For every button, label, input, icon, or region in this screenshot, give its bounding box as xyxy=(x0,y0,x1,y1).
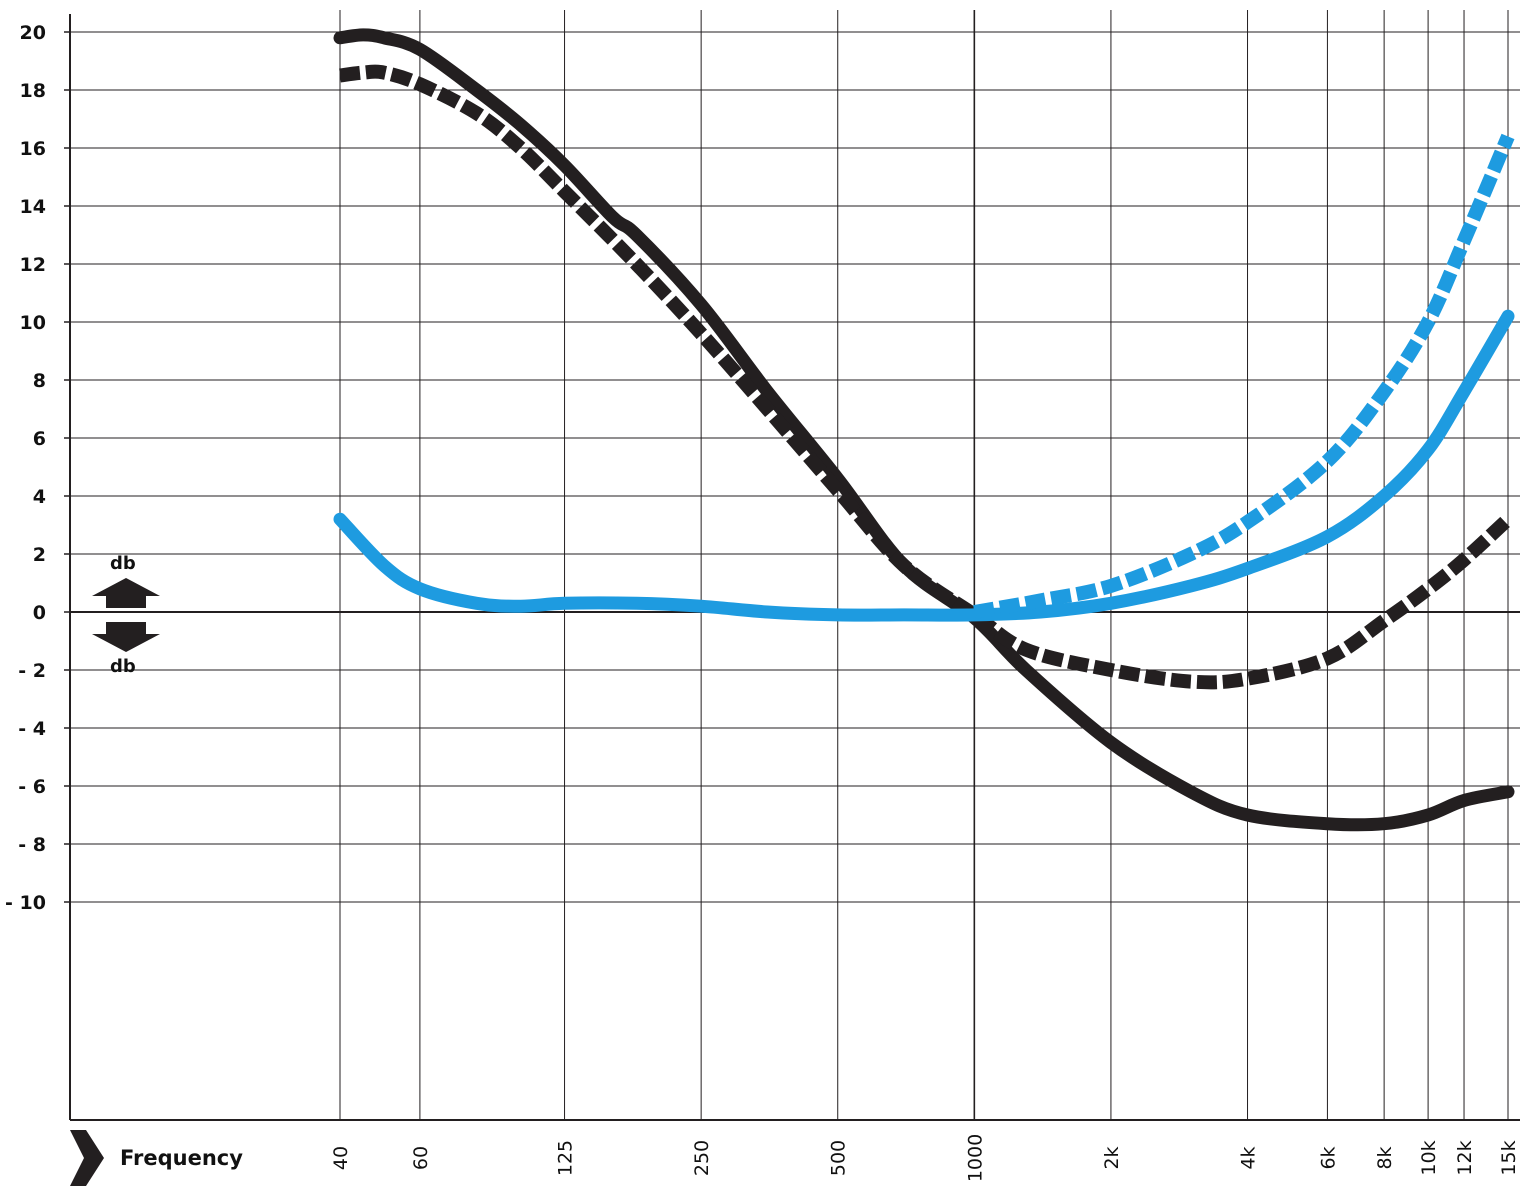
arrow-right-icon xyxy=(70,1130,104,1186)
series-line-0 xyxy=(333,28,1515,832)
y-tick-label: - 10 xyxy=(5,892,46,914)
y-tick-label: - 8 xyxy=(18,834,46,856)
y-tick-label: 18 xyxy=(20,80,46,102)
y-tick-label: - 6 xyxy=(18,776,46,798)
y-tick-label: 14 xyxy=(20,196,46,218)
y-tick-label: 20 xyxy=(20,22,46,44)
series-line-2 xyxy=(333,309,1515,622)
x-tick-label: 10k xyxy=(1418,1140,1440,1175)
y-tick-label: 4 xyxy=(33,486,46,508)
x-tick-label: 125 xyxy=(555,1140,577,1176)
x-tick-label: 2k xyxy=(1101,1146,1123,1169)
y-tick-label: 0 xyxy=(33,602,46,624)
x-tick-label: 40 xyxy=(330,1146,352,1170)
axes xyxy=(64,14,1520,1121)
xlabel: Frequency xyxy=(120,1146,243,1170)
y-tick-label: 16 xyxy=(20,138,46,160)
series-line-3 xyxy=(973,133,1515,619)
grid xyxy=(70,10,1520,1120)
x-tick-label: 15k xyxy=(1498,1140,1520,1175)
arrow-up-icon xyxy=(92,578,160,608)
x-tick-label: 6k xyxy=(1317,1146,1339,1169)
x-tick-label: 250 xyxy=(691,1140,713,1176)
series-line-1 xyxy=(339,64,1513,690)
xlabel-group: Frequency xyxy=(70,1130,243,1186)
y-tick-label: 6 xyxy=(33,428,46,450)
y-tick-label: 10 xyxy=(20,312,46,334)
y-tick-label: - 4 xyxy=(18,718,46,740)
arrow-down-icon xyxy=(92,622,160,652)
y-tick-label: 8 xyxy=(33,370,46,392)
ylabel-down: db xyxy=(110,656,136,677)
x-tick-label: 4k xyxy=(1238,1146,1260,1169)
x-tick-label: 1000 xyxy=(964,1134,986,1182)
x-tick-label: 12k xyxy=(1454,1140,1476,1175)
y-tick-label: - 2 xyxy=(18,660,46,682)
x-tick-labels: 40 60 125 250 500 1000 2k 4k 6k 8k 10k 12k 15k xyxy=(330,1134,1520,1182)
y-tick-label: 2 xyxy=(33,544,46,566)
x-tick-label: 8k xyxy=(1374,1146,1396,1169)
series-layer xyxy=(333,28,1515,832)
ylabel-up: db xyxy=(110,553,136,574)
x-tick-label: 60 xyxy=(410,1146,432,1170)
y-tick-label: 12 xyxy=(20,254,46,276)
x-tick-label: 500 xyxy=(828,1140,850,1176)
db-indicator: db db xyxy=(92,553,160,677)
